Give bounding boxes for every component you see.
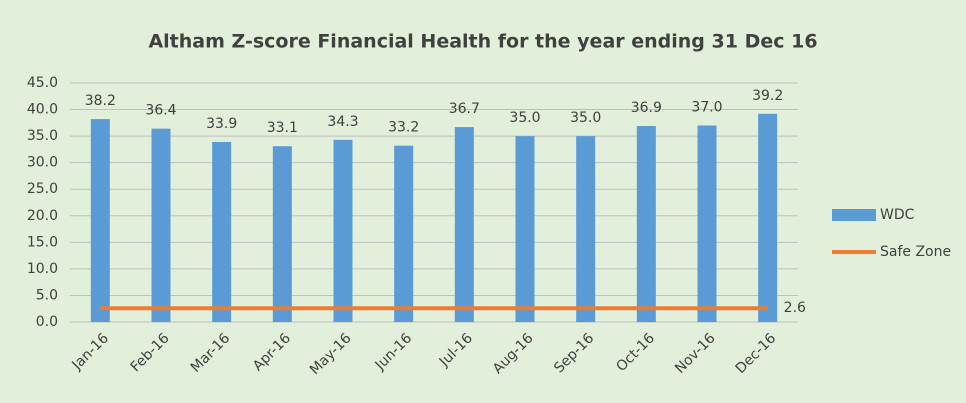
- value-label: 33.9: [206, 116, 237, 132]
- bar: [333, 139, 353, 322]
- y-tick-label: 35.0: [27, 128, 58, 144]
- y-tick-label: 20.0: [27, 208, 58, 224]
- y-tick-label: 30.0: [27, 155, 58, 171]
- bar: [454, 127, 474, 323]
- value-label: 34.3: [327, 114, 358, 130]
- y-tick-label: 10.0: [27, 261, 58, 277]
- y-tick-label: 0.0: [36, 314, 58, 330]
- y-tick-label: 40.0: [27, 102, 58, 118]
- legend-label: WDC: [880, 207, 915, 223]
- bar: [212, 141, 232, 322]
- y-tick-label: 5.0: [36, 287, 58, 303]
- bar: [394, 145, 414, 322]
- value-label: 36.9: [631, 100, 662, 116]
- bar: [697, 125, 717, 322]
- bar: [636, 126, 656, 323]
- value-label: 33.2: [388, 120, 419, 136]
- value-label: 33.1: [267, 120, 298, 136]
- y-tick-label: 25.0: [27, 181, 58, 197]
- legend-swatch: [832, 209, 876, 221]
- bar: [272, 146, 292, 322]
- bar: [90, 119, 110, 322]
- bar: [576, 136, 596, 322]
- bar: [758, 113, 778, 322]
- bar: [515, 136, 535, 322]
- value-label: 36.7: [449, 101, 480, 117]
- legend-label: Safe Zone: [880, 244, 951, 260]
- value-label: 37.0: [691, 99, 722, 115]
- value-label: 36.4: [145, 103, 176, 119]
- value-label: 38.2: [85, 93, 116, 109]
- y-tick-label: 15.0: [27, 234, 58, 250]
- y-tick-label: 45.0: [27, 75, 58, 91]
- value-label: 2.6: [784, 300, 806, 316]
- value-label: 35.0: [570, 110, 601, 126]
- value-label: 35.0: [509, 110, 540, 126]
- value-label: 39.2: [752, 88, 783, 104]
- bar: [151, 128, 171, 322]
- chart-title: Altham Z-score Financial Health for the …: [148, 31, 817, 53]
